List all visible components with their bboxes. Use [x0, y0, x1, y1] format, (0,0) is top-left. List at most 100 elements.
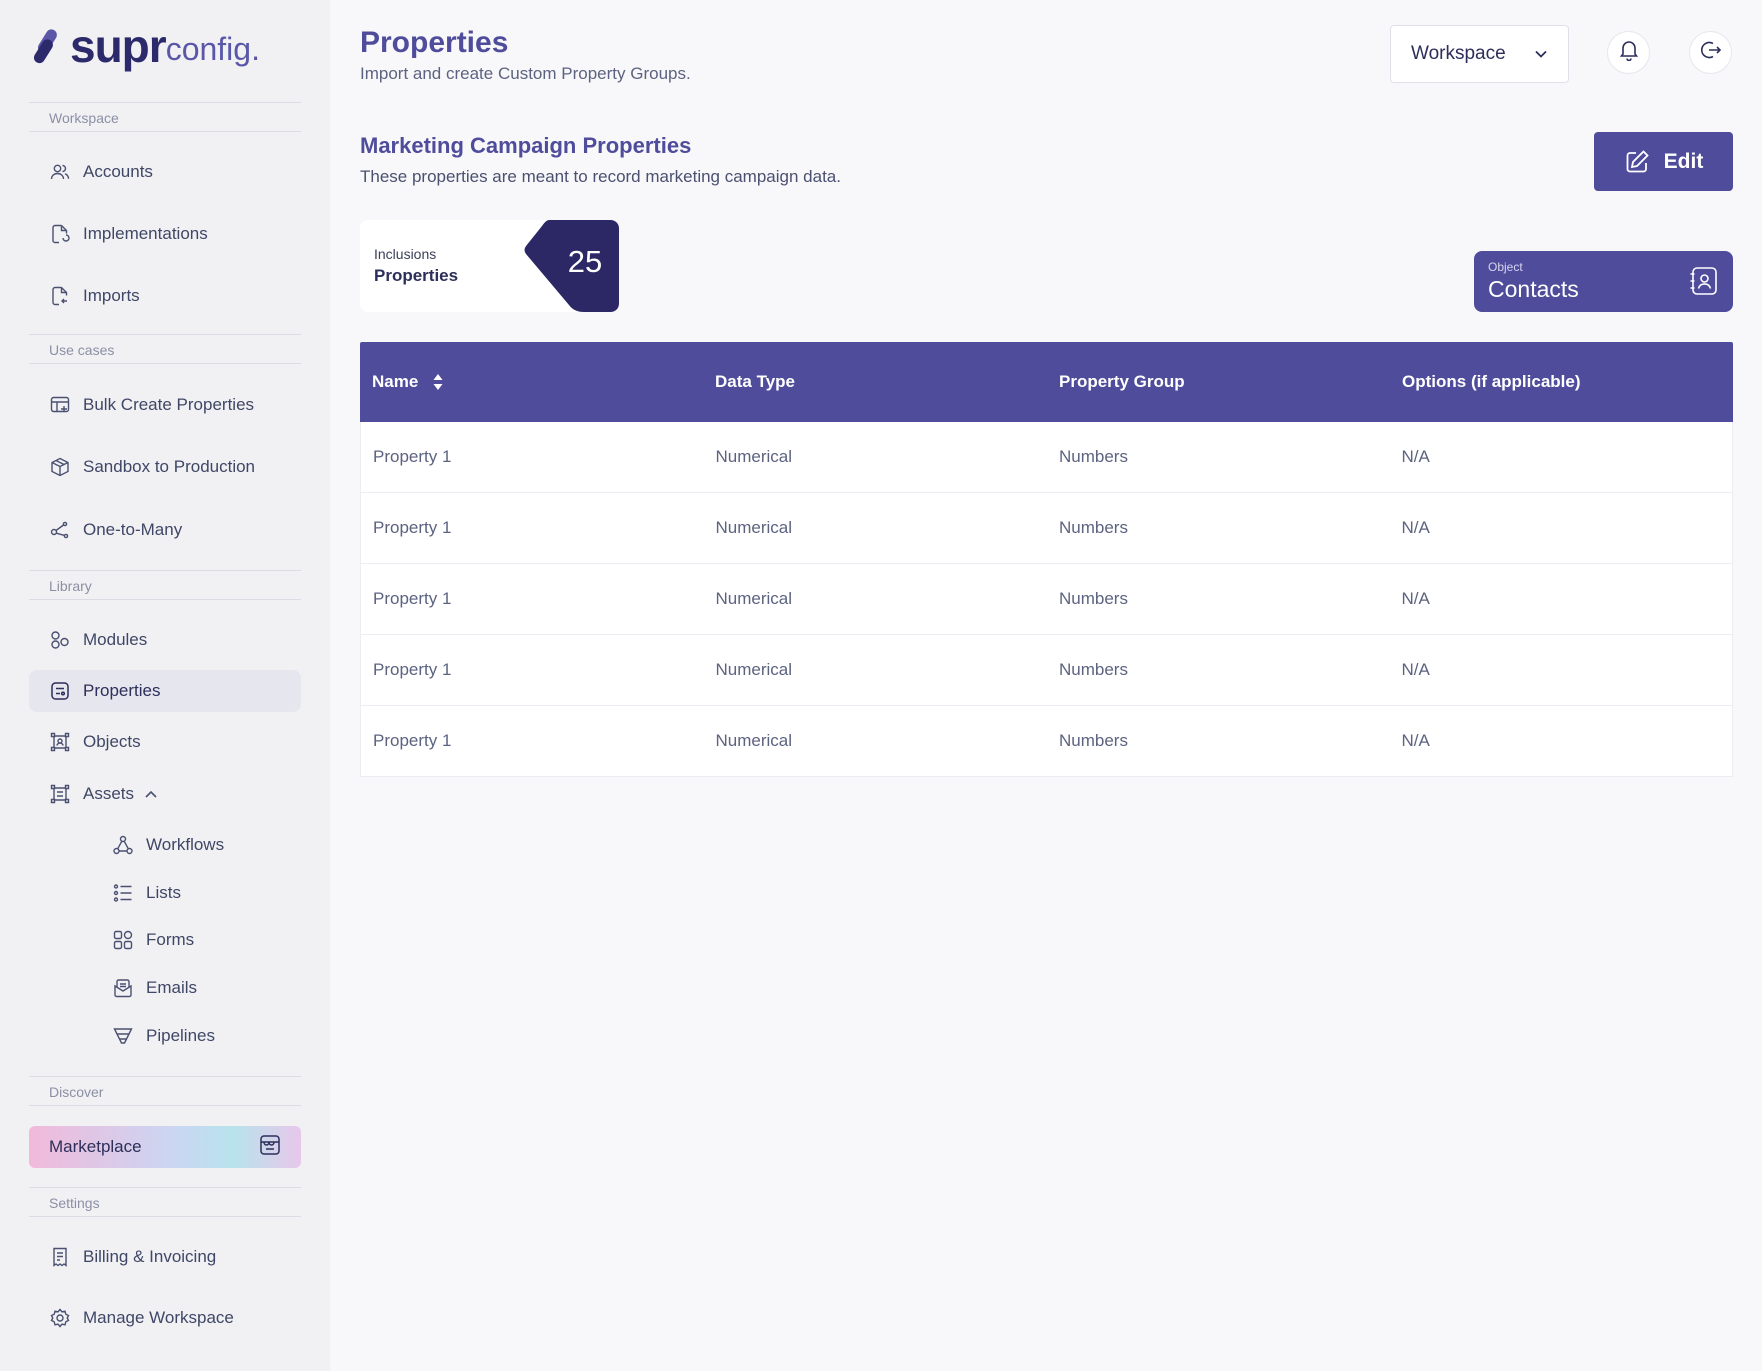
sidebar-item-label: Assets [83, 784, 135, 803]
sidebar-item-properties[interactable]: Properties [29, 670, 301, 712]
cell-name: Property 1 [373, 518, 452, 537]
modules-icon [49, 629, 71, 651]
count-badge [524, 220, 619, 312]
objects-icon [49, 731, 71, 753]
sidebar-item-lists[interactable]: Lists [92, 872, 301, 914]
column-header-label: Name [372, 372, 419, 391]
sidebar-item-label: Sandbox to Production [83, 457, 256, 476]
sidebar-item-marketplace[interactable]: Marketplace [29, 1126, 301, 1168]
sidebar-item-sandbox-to-production[interactable]: Sandbox to Production [29, 446, 301, 488]
sidebar-item-label: Manage Workspace [83, 1308, 234, 1327]
sidebar-item-assets[interactable]: Assets [29, 773, 301, 815]
sidebar-item-label: Marketplace [49, 1137, 142, 1156]
sidebar-item-label: Properties [83, 681, 161, 700]
funnel-icon [112, 1025, 134, 1047]
page-subtitle: Import and create Custom Property Groups… [360, 64, 691, 83]
object-value: Contacts [1488, 276, 1579, 302]
sidebar-item-bulk-create-properties[interactable]: Bulk Create Properties [29, 384, 301, 426]
users-icon [49, 161, 71, 183]
logo-icon [32, 26, 62, 66]
sidebar-item-emails[interactable]: Emails [92, 967, 301, 1009]
edit-icon [1624, 149, 1650, 175]
brand-name-bold: supr [70, 20, 167, 72]
sidebar-item-label: Lists [146, 883, 181, 902]
sort-icon[interactable] [432, 373, 444, 391]
table-header: Name Data Type Property Group Options (i… [360, 342, 1733, 422]
contact-card-icon [1689, 266, 1719, 301]
chevron-down-icon [1534, 43, 1548, 65]
sidebar-item-label: Implementations [83, 224, 208, 243]
column-header-data-type: Data Type [715, 372, 795, 391]
email-icon [112, 977, 134, 999]
sidebar-item-label: Emails [146, 978, 198, 997]
inclusions-count: 25 [567, 244, 603, 279]
table-row[interactable]: Property 1 Numerical Numbers N/A [360, 706, 1733, 777]
group-description: These properties are meant to record mar… [360, 167, 841, 186]
inclusions-card: Inclusions Properties 25 [360, 220, 619, 312]
sidebar-item-implementations[interactable]: Implementations [29, 213, 301, 255]
sidebar-item-accounts[interactable]: Accounts [29, 151, 301, 193]
section-label-workspace: Workspace [29, 102, 301, 132]
sidebar-item-billing-invoicing[interactable]: Billing & Invoicing [29, 1236, 301, 1278]
edit-button-label: Edit [1663, 149, 1704, 173]
cell-property-group: Numbers [1059, 447, 1128, 466]
table-row[interactable]: Property 1 Numerical Numbers N/A [360, 564, 1733, 635]
cell-name: Property 1 [373, 447, 452, 466]
receipt-icon [49, 1246, 71, 1268]
inclusions-type: Properties [374, 266, 459, 285]
section-label-library: Library [29, 570, 301, 600]
share-nodes-icon [49, 519, 71, 541]
cell-property-group: Numbers [1059, 589, 1128, 608]
list-icon [112, 882, 134, 904]
workspace-select[interactable]: Workspace [1390, 25, 1569, 83]
logout-button[interactable] [1689, 31, 1732, 74]
sidebar-item-forms[interactable]: Forms [92, 919, 301, 961]
table-row[interactable]: Property 1 Numerical Numbers N/A [360, 493, 1733, 564]
notifications-button[interactable] [1607, 31, 1650, 74]
section-label-discover: Discover [29, 1076, 301, 1106]
edit-button[interactable]: Edit [1594, 132, 1733, 191]
gear-icon [49, 1307, 71, 1329]
cell-property-group: Numbers [1059, 731, 1128, 750]
column-header-name[interactable]: Name [360, 372, 703, 392]
chevron-up-icon[interactable] [144, 789, 158, 799]
cell-data-type: Numerical [715, 589, 793, 608]
group-title: Marketing Campaign Properties [360, 133, 692, 158]
sidebar-item-one-to-many[interactable]: One-to-Many [29, 509, 301, 551]
sidebar-item-label: Objects [83, 732, 141, 751]
sidebar-item-label: Imports [83, 286, 140, 305]
column-header-options: Options (if applicable) [1402, 372, 1581, 391]
cell-data-type: Numerical [715, 660, 793, 679]
cell-data-type: Numerical [715, 731, 793, 750]
sidebar-item-label: Pipelines [146, 1026, 215, 1045]
column-header-property-group: Property Group [1059, 372, 1185, 391]
table-row[interactable]: Property 1 Numerical Numbers N/A [360, 422, 1733, 493]
store-icon [259, 1134, 281, 1161]
sidebar: supr config. Workspace Accounts Implemen… [0, 0, 330, 1371]
object-card[interactable]: Object Contacts [1474, 251, 1733, 312]
logout-icon [1700, 39, 1722, 66]
object-label: Object [1488, 260, 1523, 274]
workflow-icon [112, 834, 134, 856]
cell-name: Property 1 [373, 589, 452, 608]
sidebar-item-label: Billing & Invoicing [83, 1247, 217, 1266]
sidebar-item-imports[interactable]: Imports [29, 275, 301, 317]
cell-data-type: Numerical [715, 447, 793, 466]
forms-icon [112, 929, 134, 951]
file-refresh-icon [49, 223, 71, 245]
sidebar-item-label: Forms [146, 930, 195, 949]
sidebar-item-label: Modules [83, 630, 148, 649]
sidebar-item-pipelines[interactable]: Pipelines [92, 1015, 301, 1057]
brand-logo[interactable]: supr config. [32, 18, 260, 74]
cell-property-group: Numbers [1059, 660, 1128, 679]
table-row[interactable]: Property 1 Numerical Numbers N/A [360, 635, 1733, 706]
sidebar-item-objects[interactable]: Objects [29, 721, 301, 763]
cell-property-group: Numbers [1059, 518, 1128, 537]
page-title: Properties [360, 26, 509, 59]
box-icon [49, 456, 71, 478]
assets-icon [49, 783, 71, 805]
sidebar-item-workflows[interactable]: Workflows [92, 824, 301, 866]
workspace-select-value: Workspace [1411, 43, 1506, 64]
sidebar-item-modules[interactable]: Modules [29, 619, 301, 661]
sidebar-item-manage-workspace[interactable]: Manage Workspace [29, 1297, 301, 1339]
